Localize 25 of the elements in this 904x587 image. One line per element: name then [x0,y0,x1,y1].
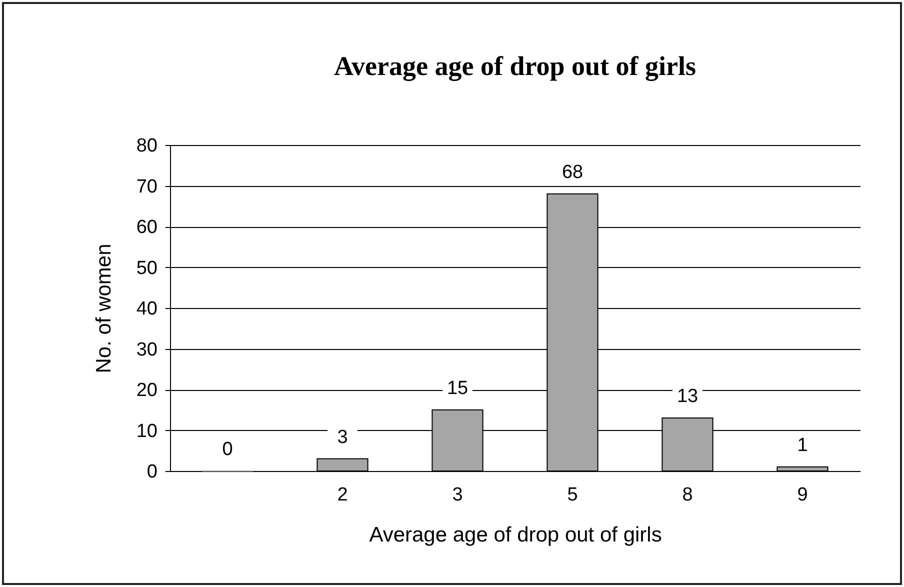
bar [776,466,828,472]
data-label: 15 [446,378,468,399]
x-tick-label: 3 [452,484,463,506]
y-axis-title: No. of women [92,244,116,374]
x-tick-label: 8 [682,484,693,506]
y-tick-label: 30 [136,339,158,360]
chart-title: Average age of drop out of girls [334,51,696,81]
y-tick-label: 10 [136,420,158,442]
x-tick-label: 2 [337,484,348,506]
y-tick-label: 80 [136,136,158,156]
x-tick-label: 9 [797,484,808,506]
y-tick-label: 60 [136,217,158,238]
x-axis-title: Average age of drop out of girls [369,524,662,546]
y-tick-label: 20 [136,380,158,401]
bar [316,458,368,472]
data-label: 68 [562,162,584,183]
x-tick-label: 5 [567,484,578,506]
data-label: 1 [797,434,808,456]
y-tick-label: 40 [136,298,158,320]
data-label: 3 [337,426,348,448]
y-tick-label: 50 [136,258,158,279]
data-label: 0 [222,439,233,460]
y-tick-label: 0 [146,462,158,482]
data-label: 13 [676,386,698,408]
y-tick-label: 70 [136,176,158,198]
